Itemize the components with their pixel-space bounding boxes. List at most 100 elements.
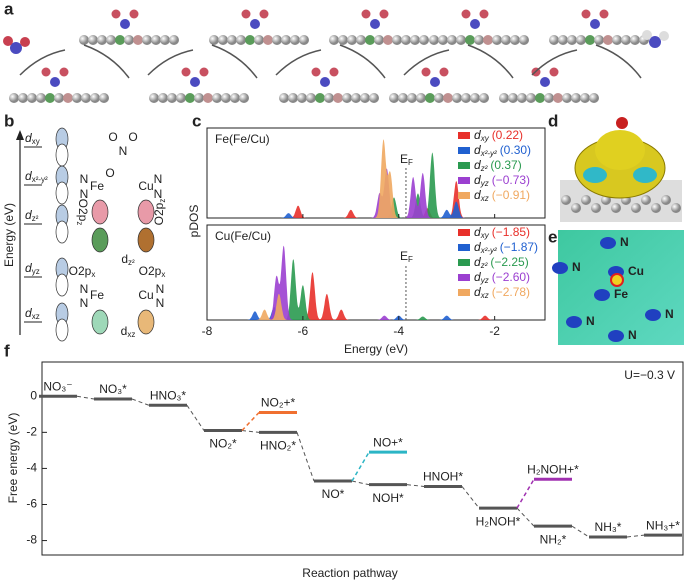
surface-atom bbox=[106, 35, 116, 45]
surface-atom bbox=[410, 35, 420, 45]
surface-atom bbox=[576, 35, 586, 45]
branch-label: H₂NOH+* bbox=[527, 462, 579, 476]
adsorbate-o bbox=[599, 9, 609, 19]
surface-atom bbox=[299, 35, 309, 45]
surface-atom bbox=[149, 93, 159, 103]
orbital-lobe bbox=[91, 309, 109, 335]
slab-atom bbox=[641, 195, 651, 205]
orbital-level-label: dx²-y² bbox=[25, 169, 48, 184]
adsorbate-o bbox=[361, 9, 371, 19]
legend-orbital-sub: xz bbox=[480, 291, 489, 300]
surface-atom bbox=[151, 35, 161, 45]
surface-atom bbox=[360, 93, 370, 103]
panel-label: e bbox=[548, 227, 557, 246]
atom-label: N bbox=[628, 328, 637, 342]
adsorbate-o bbox=[59, 67, 69, 77]
atom-label: O bbox=[105, 166, 114, 180]
orbital-label-sub: x bbox=[91, 270, 95, 279]
adsorbate-n bbox=[50, 77, 60, 87]
d-band-center: (0.30) bbox=[500, 143, 531, 157]
surface-atom bbox=[176, 93, 186, 103]
legend-swatch bbox=[458, 259, 470, 266]
level-label: HNO₂* bbox=[260, 439, 296, 453]
density-spot bbox=[600, 237, 616, 249]
orbital-level-label-base: d bbox=[25, 208, 32, 222]
atom-label: N bbox=[586, 314, 595, 328]
legend-orbital: d bbox=[474, 173, 481, 187]
surface-atom bbox=[419, 35, 429, 45]
adsorbate-n bbox=[120, 19, 130, 29]
orbital-label-sub: x bbox=[161, 270, 165, 279]
surface-atom bbox=[158, 93, 168, 103]
step-arrow bbox=[595, 44, 642, 79]
fermi-label-sub: F bbox=[408, 158, 413, 167]
surface-atom bbox=[461, 93, 471, 103]
adsorbate-o bbox=[379, 9, 389, 19]
x-tick-label: -2 bbox=[489, 324, 500, 338]
d-band-center: (−0.91) bbox=[492, 188, 530, 202]
surface-atom bbox=[88, 35, 98, 45]
energy-arrow bbox=[16, 130, 24, 140]
d-band-center: (−2.78) bbox=[492, 285, 530, 299]
legend-orbital: d bbox=[474, 255, 481, 269]
surface-atom bbox=[470, 93, 480, 103]
panel-label: a bbox=[4, 0, 14, 18]
dos-area bbox=[207, 259, 545, 320]
isosurface bbox=[633, 167, 657, 183]
surface-atom bbox=[553, 93, 563, 103]
y-tick-label: -6 bbox=[26, 497, 37, 511]
adsorbate-o bbox=[581, 9, 591, 19]
surface-atom bbox=[621, 35, 631, 45]
orbital-label-base: d bbox=[121, 324, 128, 338]
atom-label: Cu bbox=[628, 264, 644, 278]
orbital-lobe bbox=[55, 220, 69, 244]
step-arrow bbox=[83, 44, 130, 79]
surface-atom bbox=[365, 35, 375, 45]
slab-atom bbox=[611, 203, 621, 213]
connector bbox=[626, 534, 645, 538]
orbital-lobe bbox=[137, 199, 155, 225]
density-spot bbox=[566, 316, 582, 328]
surface-atom bbox=[72, 93, 82, 103]
surface-atom bbox=[185, 93, 195, 103]
level-label: H₂NOH* bbox=[476, 514, 521, 528]
d-band-center: (−1.85) bbox=[492, 225, 530, 239]
legend-entry: dx²-y² (0.30) bbox=[474, 143, 531, 158]
orbital-level-label: dz² bbox=[25, 208, 39, 223]
orbital-label-base: O2p bbox=[139, 264, 162, 278]
connector bbox=[186, 405, 205, 431]
surface-atom bbox=[392, 35, 402, 45]
legend-orbital: d bbox=[474, 225, 481, 239]
legend-orbital-sub: z² bbox=[480, 261, 488, 270]
subplot-title: Fe(Fe/Cu) bbox=[215, 132, 270, 146]
y-tick-label: 0 bbox=[30, 388, 37, 402]
surface-atom bbox=[81, 93, 91, 103]
legend-orbital-sub: x²-y² bbox=[480, 246, 497, 255]
surface-atom bbox=[263, 35, 273, 45]
legend-entry: dz² (0.37) bbox=[474, 158, 522, 173]
surface-atom bbox=[297, 93, 307, 103]
step-arrow bbox=[403, 49, 450, 76]
molecule-atom bbox=[3, 36, 13, 46]
atom-label: Fe bbox=[90, 288, 104, 302]
orbital-level-label-sub: yz bbox=[32, 267, 40, 276]
surface-atom bbox=[456, 35, 466, 45]
orbital-label: O2px bbox=[69, 264, 96, 279]
surface-atom bbox=[526, 93, 536, 103]
x-tick-label: -4 bbox=[393, 324, 404, 338]
step-arrow bbox=[275, 49, 322, 76]
fermi-label-base: E bbox=[400, 152, 408, 166]
density-spot bbox=[645, 309, 661, 321]
atom-label: Cu bbox=[138, 179, 153, 193]
slab-atom bbox=[631, 203, 641, 213]
surface-atom bbox=[612, 35, 622, 45]
surface-atom bbox=[580, 93, 590, 103]
legend-orbital-sub: x²-y² bbox=[480, 149, 497, 158]
legend-swatch bbox=[458, 244, 470, 251]
surface-atom bbox=[562, 93, 572, 103]
surface-atom bbox=[90, 93, 100, 103]
surface-atom bbox=[474, 35, 484, 45]
surface-atom bbox=[401, 35, 411, 45]
surface-atom bbox=[383, 35, 393, 45]
level-label: NO₃⁻ bbox=[43, 379, 72, 393]
